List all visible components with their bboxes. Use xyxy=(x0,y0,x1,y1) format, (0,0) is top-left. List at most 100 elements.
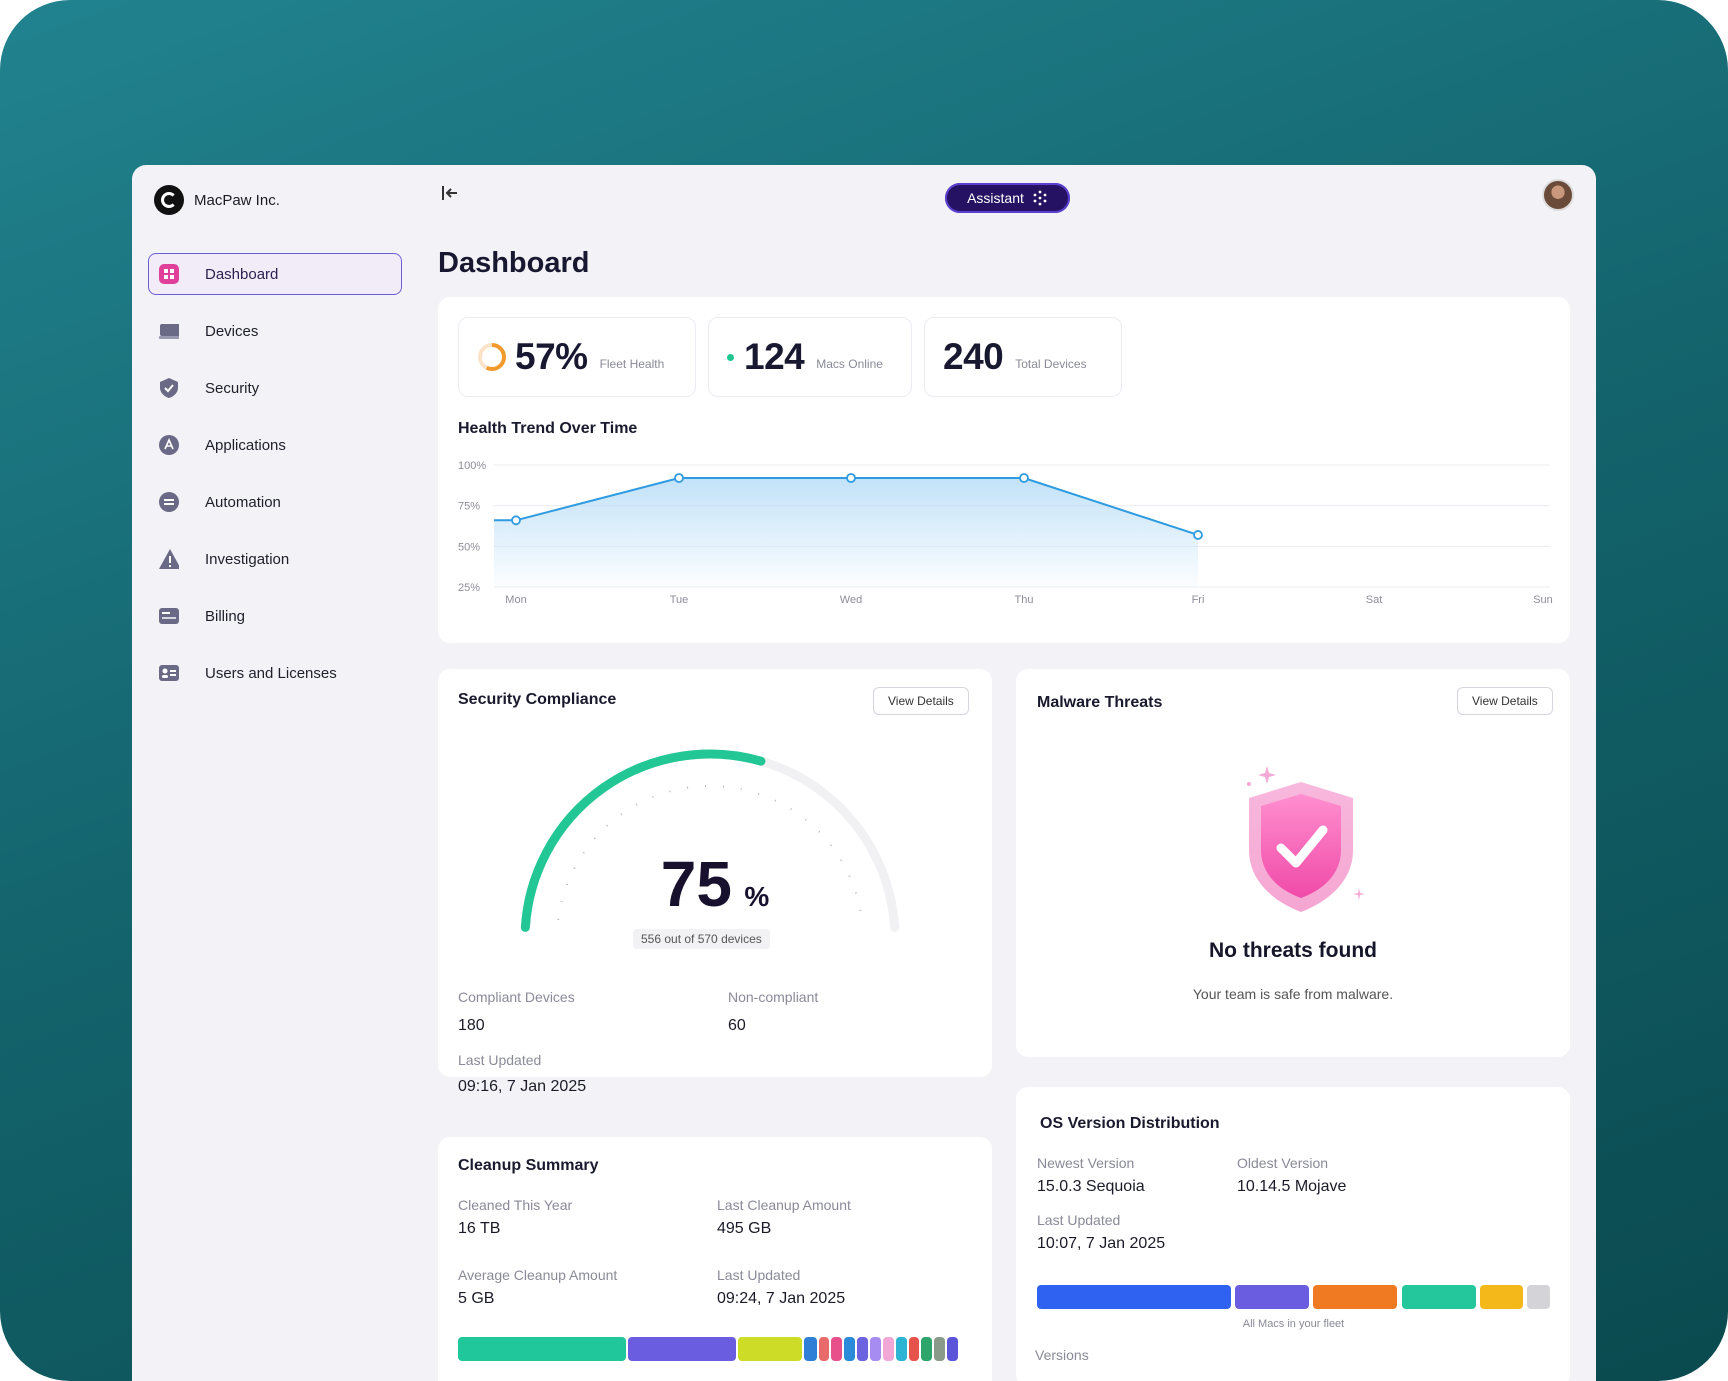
fleet-health-stat[interactable]: 57% Fleet Health xyxy=(458,317,696,397)
bar-segment[interactable] xyxy=(921,1337,933,1361)
cleanup-last-updated-label: Last Updated xyxy=(717,1267,801,1283)
bar-segment[interactable] xyxy=(934,1337,946,1361)
cleanup-distribution-bar xyxy=(458,1337,958,1361)
sidebar-item-label: Automation xyxy=(205,493,281,511)
x-tick-label: Mon xyxy=(505,594,526,606)
sidebar-item-label: Users and Licenses xyxy=(205,664,337,682)
sidebar-item-investigation[interactable]: Investigation xyxy=(148,538,402,580)
y-tick-label: 25% xyxy=(458,582,480,594)
fleet-health-label: Fleet Health xyxy=(599,357,665,371)
cleanup-summary-card: Cleanup Summary Cleaned This Year 16 TB … xyxy=(438,1137,992,1381)
malware-threats-card: Malware Threats View Details No xyxy=(1016,669,1570,1057)
bar-segment[interactable] xyxy=(831,1337,843,1361)
bar-segment[interactable] xyxy=(895,1337,907,1361)
security-compliance-card: Security Compliance View Details 75 % 55… xyxy=(438,669,992,1077)
trend-area xyxy=(494,478,1198,587)
no-threats-subtext: Your team is safe from malware. xyxy=(1192,986,1394,1002)
fleet-health-ring xyxy=(478,343,506,371)
bar-segment[interactable] xyxy=(1527,1285,1550,1309)
x-tick-label: Tue xyxy=(670,594,689,606)
security-view-details-button[interactable]: View Details xyxy=(873,687,969,715)
y-tick-label: 100% xyxy=(458,460,486,472)
sidebar-item-label: Billing xyxy=(205,607,246,625)
billing-icon xyxy=(159,606,179,626)
cleaned-this-year-value: 16 TB xyxy=(458,1220,501,1237)
cleanup-title: Cleanup Summary xyxy=(458,1157,599,1174)
bar-segment[interactable] xyxy=(1235,1285,1310,1309)
oldest-version-value: 10.14.5 Mojave xyxy=(1237,1178,1347,1195)
sidebar-item-security[interactable]: Security xyxy=(148,367,402,409)
cleaned-this-year-label: Cleaned This Year xyxy=(458,1197,573,1213)
os-distribution-title: OS Version Distribution xyxy=(1040,1115,1220,1132)
bar-segment[interactable] xyxy=(1313,1285,1398,1309)
bar-segment[interactable] xyxy=(818,1337,830,1361)
os-bar-caption: All Macs in your fleet xyxy=(1242,1318,1345,1330)
total-devices-stat[interactable]: 240 Total Devices xyxy=(924,317,1122,397)
trend-point[interactable] xyxy=(1193,530,1203,540)
oldest-version-label: Oldest Version xyxy=(1237,1155,1329,1171)
bar-segment[interactable] xyxy=(804,1337,817,1361)
bar-segment[interactable] xyxy=(857,1337,869,1361)
collapse-sidebar-icon[interactable] xyxy=(441,185,459,206)
bar-segment[interactable] xyxy=(908,1337,920,1361)
app-window: MacPaw Inc. Dashboard Devices Security xyxy=(132,165,1596,1381)
trend-point[interactable] xyxy=(846,473,856,483)
health-trend-chart: 100% 75% 50% 25% Mon Tue Wed Thu Fri Sat Sun xyxy=(458,460,1553,606)
sidebar-nav: Dashboard Devices Security Applications xyxy=(148,253,402,709)
compliant-devices-value: 180 xyxy=(458,1017,485,1034)
sidebar-item-devices[interactable]: Devices xyxy=(148,310,402,352)
bar-segment[interactable] xyxy=(1401,1285,1476,1309)
bar-segment[interactable] xyxy=(458,1337,626,1361)
no-threats-heading: No threats found xyxy=(1209,939,1377,962)
users-icon xyxy=(159,663,179,683)
average-cleanup-value: 5 GB xyxy=(458,1290,495,1307)
newest-version-label: Newest Version xyxy=(1037,1155,1135,1171)
noncompliant-value: 60 xyxy=(728,1017,746,1034)
warning-icon xyxy=(159,549,179,569)
sidebar-item-users-and-licenses[interactable]: Users and Licenses xyxy=(148,652,402,694)
bar-segment[interactable] xyxy=(738,1337,803,1361)
sidebar-item-dashboard[interactable]: Dashboard xyxy=(148,253,402,295)
compliance-percent-value: 75 xyxy=(660,848,732,920)
security-compliance-title: Security Compliance xyxy=(458,691,617,708)
bar-segment[interactable] xyxy=(1479,1285,1523,1309)
compliance-gauge xyxy=(520,749,900,932)
sidebar-item-label: Security xyxy=(205,379,260,397)
online-status-dot xyxy=(727,353,734,361)
bar-segment[interactable] xyxy=(870,1337,881,1361)
sidebar-item-billing[interactable]: Billing xyxy=(148,595,402,637)
macs-online-stat[interactable]: 124 Macs Online xyxy=(708,317,912,397)
sidebar-item-label: Devices xyxy=(205,322,259,340)
last-cleanup-amount-value: 495 GB xyxy=(717,1220,772,1237)
versions-label: Versions xyxy=(1035,1347,1089,1363)
y-tick-label: 75% xyxy=(458,501,480,513)
x-tick-label: Sat xyxy=(1366,594,1383,606)
os-last-updated-label: Last Updated xyxy=(1037,1212,1121,1228)
y-tick-label: 50% xyxy=(458,541,480,553)
assistant-button[interactable]: Assistant xyxy=(945,183,1070,213)
org-brand[interactable]: MacPaw Inc. xyxy=(154,185,280,215)
bar-segment[interactable] xyxy=(627,1337,737,1361)
assistant-label: Assistant xyxy=(967,190,1024,206)
bar-segment[interactable] xyxy=(882,1337,894,1361)
sparkle-dots-icon xyxy=(1033,190,1047,206)
shield-icon xyxy=(159,378,179,398)
bar-segment[interactable] xyxy=(1037,1285,1232,1309)
malware-view-details-button[interactable]: View Details xyxy=(1457,687,1553,715)
x-tick-label: Sun xyxy=(1533,594,1553,606)
os-version-bar xyxy=(1037,1285,1550,1309)
trend-point[interactable] xyxy=(511,515,521,526)
macs-online-value: 124 xyxy=(744,336,805,377)
trend-point[interactable] xyxy=(674,473,684,483)
bar-segment[interactable] xyxy=(947,1337,958,1361)
total-devices-value: 240 xyxy=(943,336,1004,377)
overview-card: 57% Fleet Health 124 Macs Online 240 Tot… xyxy=(438,297,1570,643)
applications-icon xyxy=(159,435,179,455)
fleet-health-value: 57% xyxy=(515,336,588,377)
sidebar-item-label: Dashboard xyxy=(205,265,279,283)
user-avatar[interactable] xyxy=(1542,179,1574,211)
bar-segment[interactable] xyxy=(844,1337,856,1361)
trend-point[interactable] xyxy=(1019,473,1029,483)
sidebar-item-applications[interactable]: Applications xyxy=(148,424,402,466)
sidebar-item-automation[interactable]: Automation xyxy=(148,481,402,523)
